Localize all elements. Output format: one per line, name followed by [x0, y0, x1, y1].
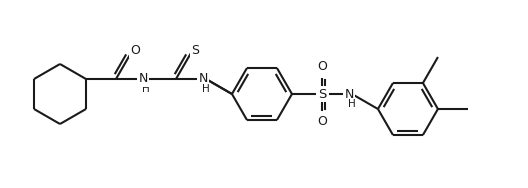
- Text: H: H: [348, 99, 356, 109]
- Text: H: H: [202, 84, 210, 94]
- Text: N: N: [199, 73, 208, 86]
- Text: S: S: [191, 43, 199, 57]
- Text: N: N: [138, 73, 148, 86]
- Text: O: O: [317, 115, 327, 128]
- Text: H: H: [142, 84, 150, 94]
- Text: O: O: [317, 60, 327, 73]
- Text: S: S: [318, 87, 326, 101]
- Text: O: O: [130, 43, 140, 57]
- Text: N: N: [344, 87, 354, 101]
